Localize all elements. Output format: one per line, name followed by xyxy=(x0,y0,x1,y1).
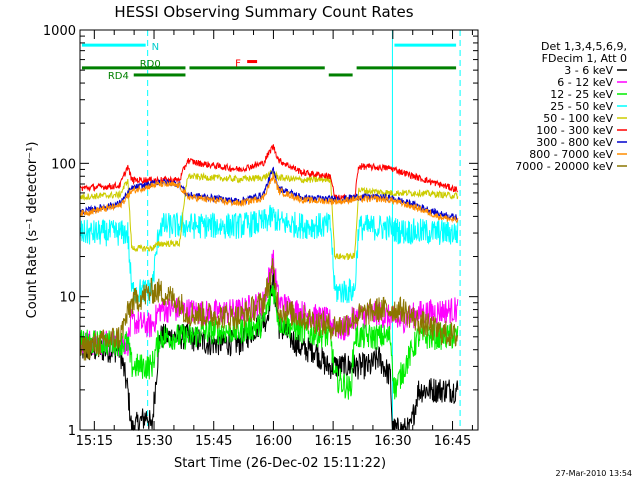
legend-entry-25-50-kev: 25 - 50 keV xyxy=(550,100,613,113)
legend-entry-3-6-kev: 3 - 6 keV xyxy=(564,64,613,77)
bar-rd0-segment-3 xyxy=(356,66,457,70)
bar-label-rd4: RD4 xyxy=(108,71,129,82)
x-tick-label-16-00: 16:00 xyxy=(255,434,292,449)
y-tick-label-10: 10 xyxy=(59,291,76,306)
bar-rd4-segment-2 xyxy=(328,73,353,77)
bar-label-f: F xyxy=(235,59,241,70)
y-tick-label-100: 100 xyxy=(51,157,76,172)
x-tick-label-15-45: 15:45 xyxy=(195,434,232,449)
y-axis-label: Count Rate (s⁻¹ detector⁻¹) xyxy=(25,142,40,319)
bar-rd0-segment-1 xyxy=(82,66,186,70)
bar-n-segment-2 xyxy=(394,43,457,47)
series-line-12-25-kev xyxy=(79,285,459,400)
y-tick-label-1: 1 xyxy=(68,424,76,439)
legend-entry-50-100-kev: 50 - 100 keV xyxy=(543,112,613,125)
x-tick-label-15-15: 15:15 xyxy=(76,434,113,449)
series-line-25-50-kev xyxy=(79,204,459,304)
series-line-50-100-kev xyxy=(79,169,459,261)
series-layer xyxy=(79,144,459,431)
footer-timestamp: 27-Mar-2010 13:54 xyxy=(555,469,633,478)
series-line-7000-20000-kev xyxy=(79,258,459,361)
bar-label-rd0: RD0 xyxy=(140,59,161,70)
x-axis-label: Start Time (26-Dec-02 15:11:22) xyxy=(174,456,386,471)
bar-rd4-segment-1 xyxy=(133,73,186,77)
series-line-100-300-kev xyxy=(79,144,458,202)
legend-entry-12-25-kev: 12 - 25 keV xyxy=(550,88,613,101)
legend-entry-300-800-kev: 300 - 800 keV xyxy=(536,136,613,149)
x-axis: 15:15 15:30 15:45 16:00 16:15 16:30 16:45 xyxy=(76,30,473,449)
x-tick-label-16-15: 16:15 xyxy=(314,434,351,449)
plot-frame xyxy=(79,29,479,431)
legend-header-1: Det 1,3,4,5,6,9, xyxy=(541,40,627,53)
legend-entry-800-7000-kev: 800 - 7000 keV xyxy=(529,148,613,161)
legend: Det 1,3,4,5,6,9,FDecim 1, Att 03 - 6 keV… xyxy=(515,40,627,173)
bar-n-segment-1 xyxy=(82,43,146,47)
chart-title: HESSI Observing Summary Count Rates xyxy=(114,3,413,21)
legend-entry-7000-20000-kev: 7000 - 20000 keV xyxy=(515,160,613,173)
legend-header-2: FDecim 1, Att 0 xyxy=(542,52,627,65)
y-axis: 1 10 100 1000 xyxy=(43,24,478,439)
x-tick-label-16-45: 16:45 xyxy=(434,434,471,449)
bar-label-n: N xyxy=(152,42,159,53)
x-tick-label-16-30: 16:30 xyxy=(374,434,411,449)
bar-rd0-segment-2 xyxy=(189,66,325,70)
bar-f-segment-1 xyxy=(247,60,258,64)
legend-entry-6-12-kev: 6 - 12 keV xyxy=(557,76,613,89)
y-tick-label-1000: 1000 xyxy=(43,24,76,39)
legend-entry-100-300-kev: 100 - 300 keV xyxy=(536,124,613,137)
x-tick-label-15-30: 15:30 xyxy=(135,434,172,449)
annotation-bars: N F RD0 RD4 xyxy=(82,42,457,82)
series-line-800-7000-kev xyxy=(79,173,459,224)
